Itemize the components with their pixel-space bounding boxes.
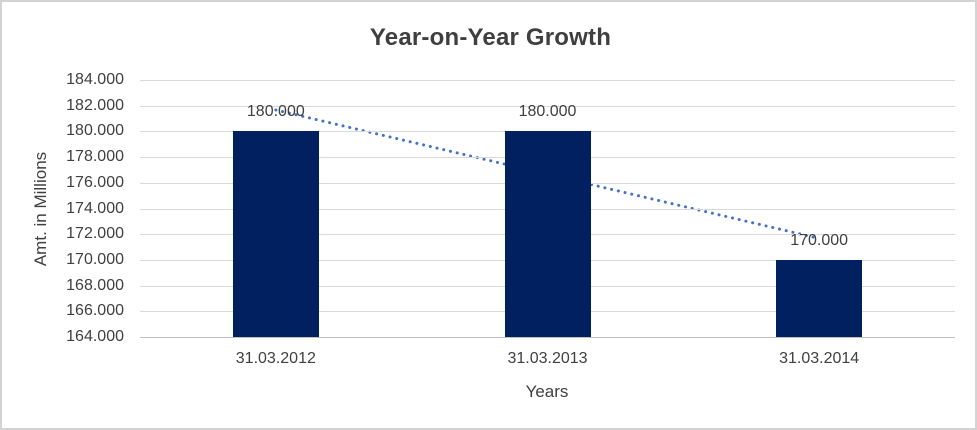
bar-31.03.2013 <box>504 131 591 337</box>
x-axis-title: Years <box>525 382 569 401</box>
x-tick-label: 31.03.2013 <box>507 350 588 367</box>
y-tick-label: 176.000 <box>66 174 124 191</box>
x-axis-line <box>140 337 955 338</box>
y-tick-label: 178.000 <box>66 148 124 165</box>
y-tick-label: 170.000 <box>66 251 124 268</box>
x-tick-label: 31.03.2012 <box>235 350 316 367</box>
y-tick-label: 174.000 <box>66 200 124 217</box>
bar-31.03.2014 <box>776 259 863 337</box>
y-tick-label: 172.000 <box>66 225 124 242</box>
gridline <box>140 106 955 107</box>
x-tick-label: 31.03.2014 <box>779 350 860 367</box>
y-tick-label: 180.000 <box>66 122 124 139</box>
y-tick-label: 182.000 <box>66 97 124 114</box>
y-tick-label: 164.000 <box>66 328 124 345</box>
data-label: 180.000 <box>518 103 577 121</box>
y-tick-label: 168.000 <box>66 277 124 294</box>
data-label: 170.000 <box>790 231 849 249</box>
chart-title: Year-on-Year Growth <box>369 24 612 51</box>
data-label: 180.000 <box>246 103 305 121</box>
gridline <box>140 80 955 81</box>
bar-31.03.2012 <box>232 131 319 337</box>
y-tick-label: 184.000 <box>66 71 124 88</box>
y-tick-label: 166.000 <box>66 302 124 319</box>
